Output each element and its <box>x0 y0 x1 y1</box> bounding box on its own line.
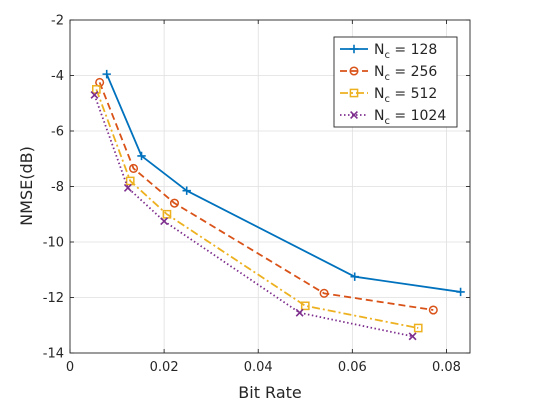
y-tick-label-5: -4 <box>51 69 64 84</box>
y-tick-label-2: -10 <box>43 236 64 251</box>
y-tick-label-4: -6 <box>51 125 64 140</box>
series-1-point-3 <box>319 288 329 298</box>
series-3-point-3 <box>295 308 304 317</box>
legend-marker-3 <box>350 111 358 119</box>
y-tick-label-0: -14 <box>43 347 64 362</box>
series-2 <box>92 85 423 333</box>
y-axis-label: NMSE(dB) <box>17 146 36 226</box>
legend-marker-1 <box>349 66 359 76</box>
legend-label-2: Nc = 512 <box>374 86 437 105</box>
axes: 0 0.02 0.04 0.06 0.08 -14 -12 -10 -8 -6 -4 -2 <box>43 14 471 375</box>
y-tick-label-1: -12 <box>43 291 64 306</box>
legend-label-3: Nc = 1024 <box>374 108 446 127</box>
series-0-point-2 <box>182 186 191 195</box>
y-tick-label-3: -8 <box>51 180 64 195</box>
series-1-point-1 <box>128 163 139 174</box>
x-tick-label-4: 0.08 <box>432 360 461 375</box>
series-0-point-0 <box>102 69 111 79</box>
series-3-point-4 <box>408 332 417 341</box>
series-0-point-4 <box>456 287 465 297</box>
series-1-point-4 <box>428 305 438 315</box>
x-tick-label-2: 0.04 <box>244 360 273 375</box>
series-group <box>90 69 465 341</box>
series-3-point-0 <box>90 90 99 99</box>
series-1-point-2 <box>169 198 180 208</box>
x-tick-label-0: 0 <box>66 360 74 375</box>
x-tick-label-1: 0.02 <box>150 360 179 375</box>
legend: Nc = 128 Nc = 256 Nc = 512 Nc = 1024 <box>333 36 458 128</box>
series-line-1 <box>98 82 434 311</box>
series-line-2 <box>95 89 419 329</box>
y-tick-label-6: -2 <box>51 14 64 29</box>
x-axis-label: Bit Rate <box>238 383 301 402</box>
series-3-point-2 <box>160 217 169 226</box>
legend-label-1: Nc = 256 <box>374 64 437 83</box>
series-0-point-3 <box>350 272 359 281</box>
series-3-point-1 <box>123 183 132 192</box>
x-tick-label-3: 0.06 <box>338 360 367 375</box>
series-3 <box>90 90 417 341</box>
series-0 <box>102 69 465 297</box>
series-2-point-4 <box>413 323 423 333</box>
legend-marker-2 <box>349 88 359 98</box>
legend-label-0: Nc = 128 <box>374 42 437 61</box>
series-0-point-1 <box>137 151 146 161</box>
series-2-point-3 <box>300 301 310 311</box>
legend-marker-0 <box>349 44 359 54</box>
